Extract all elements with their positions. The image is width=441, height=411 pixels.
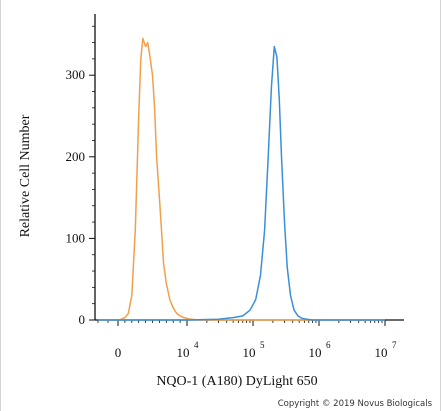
x-tick-label: 10 [309, 345, 322, 360]
x-tick-label: 0 [115, 345, 122, 360]
minor-ticks [92, 25, 383, 323]
x-tick-label: 10 [243, 345, 256, 360]
x-tick-label: 10 [177, 345, 190, 360]
axes [89, 14, 404, 326]
x-tick-exponent: 4 [194, 340, 199, 350]
y-tick-label: 200 [66, 149, 86, 164]
y-axis-label: Relative Cell Number [18, 114, 33, 237]
histogram-series-2 [98, 45, 385, 321]
labels: 0 100 200 300 0 10 4 10 5 10 6 10 7 [66, 67, 398, 360]
x-tick-label: 10 [375, 345, 388, 360]
histogram-series-1 [98, 37, 385, 321]
x-tick-exponent: 6 [326, 340, 331, 350]
y-tick-label: 0 [79, 312, 86, 327]
x-tick-exponent: 7 [392, 340, 397, 350]
x-axis-label: NQO-1 (A180) DyLight 650 [156, 374, 317, 389]
copyright-notice: Copyright © 2019 Novus Biologicals [278, 399, 433, 409]
x-tick-exponent: 5 [260, 340, 265, 350]
series-layer [98, 37, 385, 321]
y-tick-label: 300 [66, 67, 86, 82]
y-tick-label: 100 [66, 230, 86, 245]
